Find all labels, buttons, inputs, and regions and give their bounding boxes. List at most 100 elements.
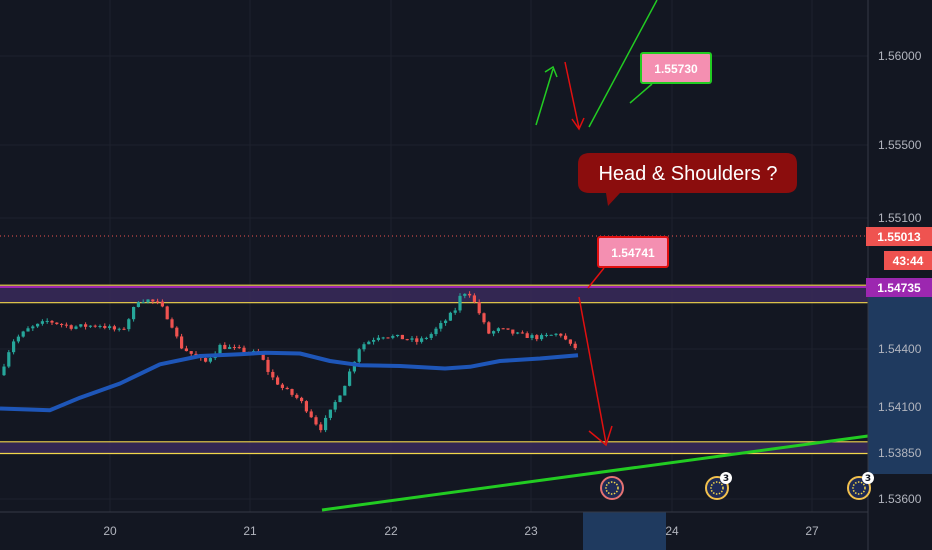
- candle-body: [184, 348, 188, 352]
- red-arrowhead-large: [588, 425, 613, 447]
- candle-body: [376, 337, 380, 340]
- candle-body: [420, 338, 424, 342]
- callout-low[interactable]: 1.54741: [587, 236, 669, 289]
- time-axis[interactable]: 20 21 22 23 24 27: [0, 511, 868, 538]
- candle-body: [396, 334, 400, 337]
- rising-trendline[interactable]: [321, 434, 869, 512]
- candle-body: [117, 328, 121, 330]
- candle-body: [151, 299, 155, 302]
- candle-body: [156, 301, 160, 303]
- candle-body: [103, 326, 107, 328]
- time-tick-label: 24: [665, 524, 679, 538]
- candle-body: [50, 320, 54, 323]
- candle-body: [232, 347, 236, 349]
- candle-body: [463, 293, 467, 296]
- callout-high-label: 1.55730: [654, 62, 698, 76]
- event-badge[interactable]: 3: [705, 472, 732, 500]
- candle-body: [468, 293, 472, 296]
- candle-body: [429, 334, 433, 338]
- moving-average-line: [0, 350, 579, 413]
- candle-body: [74, 326, 78, 329]
- red-arrow-large: [578, 296, 607, 444]
- price-tick-label: 1.54100: [878, 400, 922, 414]
- event-count: 3: [865, 474, 871, 484]
- candle-body: [88, 325, 92, 327]
- candle-body: [271, 371, 275, 378]
- candle-body: [568, 339, 572, 344]
- candle-body: [573, 343, 577, 349]
- candle-body: [160, 301, 164, 307]
- time-axis-highlight: [583, 512, 666, 550]
- candle-body: [559, 333, 563, 336]
- candle-body: [304, 401, 308, 412]
- candle-body: [391, 336, 395, 338]
- candle-body: [93, 325, 97, 327]
- level-price-value: 1.54735: [877, 281, 921, 295]
- candle-body: [564, 335, 568, 340]
- last-price-value: 1.55013: [877, 230, 921, 244]
- candle-body: [280, 384, 284, 388]
- red-arrowhead-small: [571, 117, 585, 131]
- candle-body: [136, 302, 140, 307]
- callout-high[interactable]: 1.55730: [629, 52, 712, 104]
- price-tick-label: 1.53600: [878, 492, 922, 506]
- candle-body: [300, 397, 304, 402]
- candle-body: [328, 409, 332, 418]
- candle-body: [36, 323, 40, 327]
- candle-body: [69, 325, 73, 329]
- price-axis[interactable]: 1.56000 1.55500 1.55100 1.54400 1.54100 1.538…: [867, 0, 932, 550]
- candle-body: [525, 333, 529, 338]
- candle-body: [424, 337, 428, 339]
- candle-body: [208, 358, 212, 362]
- zone-band: [0, 285, 868, 303]
- candle-body: [7, 352, 11, 367]
- time-tick-label: 21: [243, 524, 257, 538]
- candle-body: [285, 387, 289, 390]
- candle-body: [415, 338, 419, 342]
- pattern-annotation[interactable]: Head & Shoulders ?: [578, 153, 797, 206]
- candle-body: [348, 371, 352, 386]
- candle-body: [367, 341, 371, 345]
- candle-body: [146, 299, 150, 303]
- zone-band: [0, 441, 868, 454]
- candle-body: [511, 329, 515, 334]
- candle-body: [98, 326, 102, 328]
- annotation-text: Head & Shoulders ?: [598, 163, 777, 185]
- time-tick-label: 27: [805, 524, 819, 538]
- red-arrow-small: [564, 61, 580, 129]
- candle-body: [400, 334, 404, 340]
- candle-body: [122, 328, 126, 330]
- candle-body: [434, 328, 438, 335]
- candle-body: [79, 324, 83, 327]
- event-count: 3: [723, 474, 729, 484]
- candle-body: [60, 323, 64, 325]
- event-badge[interactable]: 3: [847, 472, 874, 500]
- candle-body: [472, 295, 476, 302]
- green-arrowhead-small: [544, 65, 558, 78]
- candle-body: [31, 326, 35, 329]
- candle-body: [544, 334, 548, 336]
- candle-body: [343, 385, 347, 396]
- candle-body: [362, 344, 366, 350]
- event-badge[interactable]: [600, 476, 624, 500]
- candle-body: [108, 326, 112, 328]
- candle-body: [439, 323, 443, 329]
- time-tick-label: 22: [384, 524, 398, 538]
- candle-body: [540, 335, 544, 340]
- candle-body: [26, 328, 30, 332]
- candle-body: [132, 306, 136, 320]
- candle-body: [554, 333, 558, 335]
- candle-body: [228, 347, 232, 349]
- price-tick-label: 1.56000: [878, 49, 922, 63]
- candle-body: [496, 328, 500, 332]
- candle-body: [237, 347, 241, 349]
- candle-body: [261, 353, 265, 360]
- candle-body: [444, 320, 448, 324]
- candle-body: [127, 319, 131, 330]
- candle-body: [482, 313, 486, 323]
- candle-body: [170, 319, 174, 328]
- candle-body: [386, 337, 390, 339]
- candle-body: [357, 349, 361, 362]
